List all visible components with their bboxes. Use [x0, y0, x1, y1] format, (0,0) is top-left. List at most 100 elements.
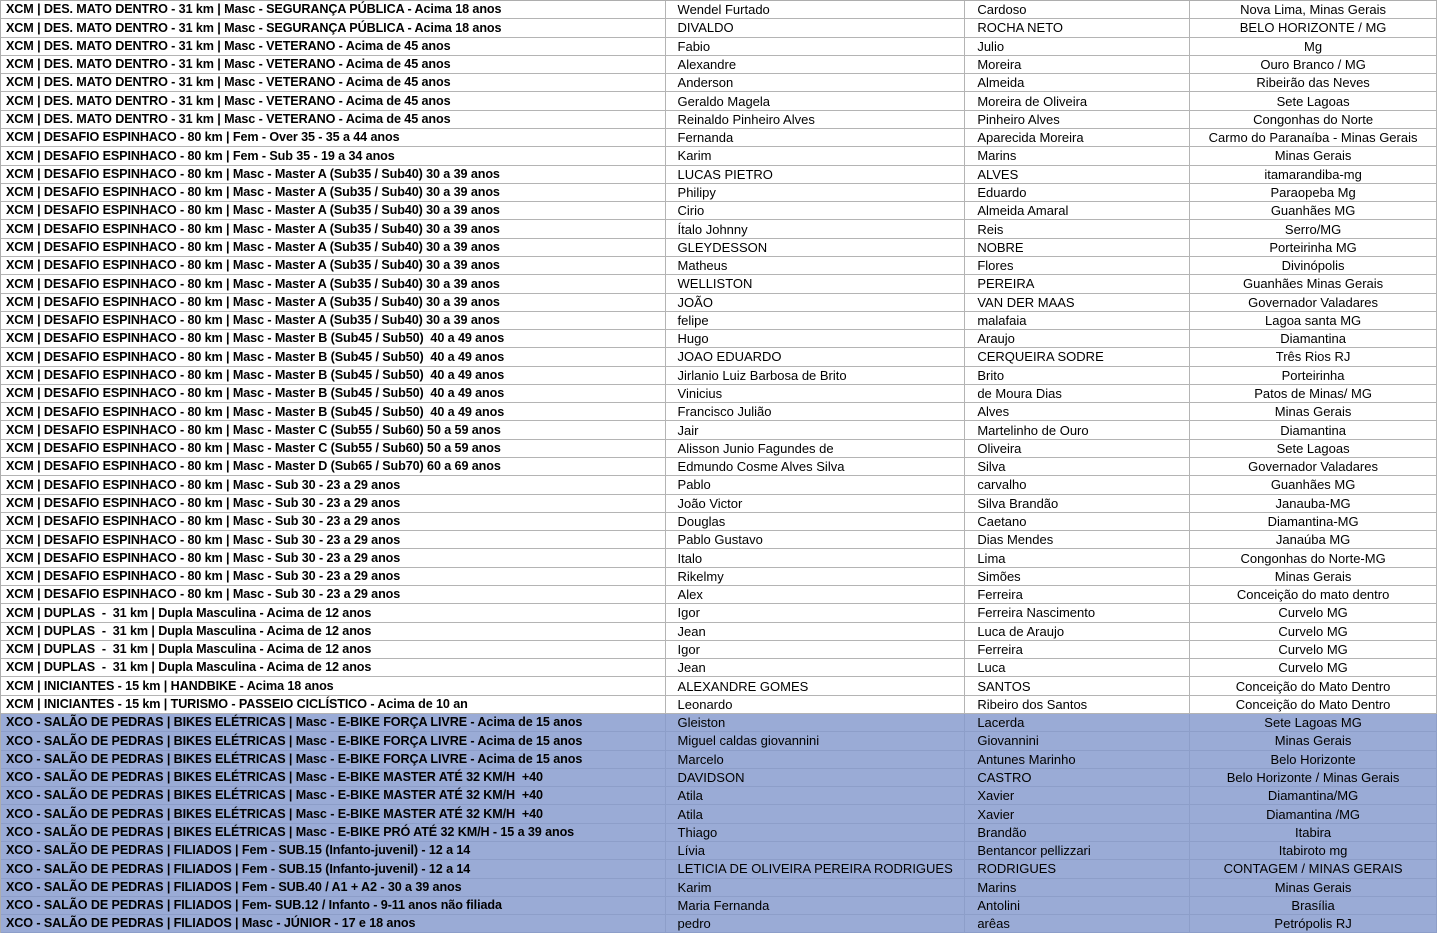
first-name-cell[interactable]: Karim	[665, 878, 966, 897]
last-name-cell[interactable]: Antolini	[965, 896, 1191, 916]
city-cell[interactable]: Sete Lagoas	[1190, 92, 1437, 111]
category-cell[interactable]: XCM | DES. MATO DENTRO - 31 km | Masc - …	[1, 110, 666, 129]
first-name-cell[interactable]: Thiago	[665, 823, 966, 842]
category-cell[interactable]: XCO - SALÃO DE PEDRAS | FILIADOS | Fem -…	[1, 878, 666, 897]
category-cell[interactable]: XCO - SALÃO DE PEDRAS | BIKES ELÉTRICAS …	[1, 787, 666, 806]
first-name-cell[interactable]: Atila	[665, 805, 966, 824]
last-name-cell[interactable]: Dias Mendes	[965, 531, 1191, 550]
last-name-cell[interactable]: Reis	[965, 220, 1191, 239]
category-cell[interactable]: XCM | DESAFIO ESPINHACO - 80 km | Masc -…	[1, 366, 666, 385]
last-name-cell[interactable]: SANTOS	[965, 677, 1191, 696]
category-cell[interactable]: XCO - SALÃO DE PEDRAS | FILIADOS | Fem- …	[1, 896, 666, 916]
last-name-cell[interactable]: Ferreira Nascimento	[965, 604, 1191, 623]
first-name-cell[interactable]: Karim	[665, 147, 966, 166]
first-name-cell[interactable]: LETICIA DE OLIVEIRA PEREIRA RODRIGUES	[665, 860, 966, 879]
last-name-cell[interactable]: arêas	[965, 915, 1191, 933]
category-cell[interactable]: XCM | DESAFIO ESPINHACO - 80 km | Masc -…	[1, 238, 666, 257]
first-name-cell[interactable]: DAVIDSON	[665, 768, 966, 788]
city-cell[interactable]: Conceição do Mato Dentro	[1190, 695, 1437, 714]
last-name-cell[interactable]: Pinheiro Alves	[965, 110, 1191, 129]
last-name-cell[interactable]: Brandão	[965, 823, 1191, 842]
category-cell[interactable]: XCM | DESAFIO ESPINHACO - 80 km | Masc -…	[1, 476, 666, 495]
first-name-cell[interactable]: Anderson	[665, 74, 966, 93]
city-cell[interactable]: Curvelo MG	[1190, 659, 1437, 678]
city-cell[interactable]: Sete Lagoas	[1190, 439, 1437, 459]
first-name-cell[interactable]: Philipy	[665, 183, 966, 203]
city-cell[interactable]: Congonhas do Norte	[1190, 110, 1437, 129]
first-name-cell[interactable]: Gleiston	[665, 713, 966, 733]
city-cell[interactable]: Diamantina	[1190, 330, 1437, 349]
last-name-cell[interactable]: de Moura Dias	[965, 384, 1191, 404]
first-name-cell[interactable]: Jean	[665, 622, 966, 641]
city-cell[interactable]: CONTAGEM / MINAS GERAIS	[1190, 860, 1437, 879]
first-name-cell[interactable]: Alexandre	[665, 55, 966, 75]
last-name-cell[interactable]: malafaia	[965, 311, 1191, 331]
last-name-cell[interactable]: Xavier	[965, 805, 1191, 824]
category-cell[interactable]: XCM | DES. MATO DENTRO - 31 km | Masc - …	[1, 92, 666, 111]
city-cell[interactable]: Ribeirão das Neves	[1190, 74, 1437, 93]
city-cell[interactable]: Petrópolis RJ	[1190, 915, 1437, 933]
first-name-cell[interactable]: Ítalo Johnny	[665, 220, 966, 239]
category-cell[interactable]: XCM | INICIANTES - 15 km | TURISMO - PAS…	[1, 695, 666, 714]
category-cell[interactable]: XCM | DESAFIO ESPINHACO - 80 km | Fem - …	[1, 147, 666, 166]
last-name-cell[interactable]: carvalho	[965, 476, 1191, 495]
city-cell[interactable]: Porteirinha	[1190, 366, 1437, 385]
category-cell[interactable]: XCM | DESAFIO ESPINHACO - 80 km | Masc -…	[1, 183, 666, 203]
first-name-cell[interactable]: Jair	[665, 421, 966, 440]
category-cell[interactable]: XCM | DUPLAS - 31 km | Dupla Masculina -…	[1, 659, 666, 678]
city-cell[interactable]: Diamantina /MG	[1190, 805, 1437, 824]
city-cell[interactable]: Carmo do Paranaíba - Minas Gerais	[1190, 128, 1437, 148]
last-name-cell[interactable]: Bentancor pellizzari	[965, 841, 1191, 861]
city-cell[interactable]: Minas Gerais	[1190, 567, 1437, 586]
last-name-cell[interactable]: VAN DER MAAS	[965, 293, 1191, 312]
first-name-cell[interactable]: Reinaldo Pinheiro Alves	[665, 110, 966, 129]
city-cell[interactable]: BELO HORIZONTE / MG	[1190, 19, 1437, 38]
last-name-cell[interactable]: Antunes Marinho	[965, 750, 1191, 769]
city-cell[interactable]: itamarandiba-mg	[1190, 165, 1437, 184]
city-cell[interactable]: Guanhães MG	[1190, 202, 1437, 221]
last-name-cell[interactable]: Almeida	[965, 74, 1191, 93]
first-name-cell[interactable]: Edmundo Cosme Alves Silva	[665, 458, 966, 477]
last-name-cell[interactable]: Marins	[965, 878, 1191, 897]
city-cell[interactable]: Governador Valadares	[1190, 293, 1437, 312]
category-cell[interactable]: XCM | DESAFIO ESPINHACO - 80 km | Masc -…	[1, 439, 666, 459]
category-cell[interactable]: XCM | DES. MATO DENTRO - 31 km | Masc - …	[1, 1, 666, 20]
category-cell[interactable]: XCM | DUPLAS - 31 km | Dupla Masculina -…	[1, 604, 666, 623]
last-name-cell[interactable]: Luca	[965, 659, 1191, 678]
city-cell[interactable]: Diamantina-MG	[1190, 512, 1437, 532]
first-name-cell[interactable]: João Victor	[665, 494, 966, 513]
category-cell[interactable]: XCM | DESAFIO ESPINHACO - 80 km | Masc -…	[1, 384, 666, 404]
first-name-cell[interactable]: Wendel Furtado	[665, 1, 966, 20]
category-cell[interactable]: XCM | DESAFIO ESPINHACO - 80 km | Masc -…	[1, 421, 666, 440]
city-cell[interactable]: Sete Lagoas MG	[1190, 713, 1437, 733]
city-cell[interactable]: Belo Horizonte	[1190, 750, 1437, 769]
first-name-cell[interactable]: Hugo	[665, 330, 966, 349]
category-cell[interactable]: XCM | DESAFIO ESPINHACO - 80 km | Masc -…	[1, 311, 666, 331]
last-name-cell[interactable]: Lacerda	[965, 713, 1191, 733]
last-name-cell[interactable]: Almeida Amaral	[965, 202, 1191, 221]
last-name-cell[interactable]: Eduardo	[965, 183, 1191, 203]
category-cell[interactable]: XCO - SALÃO DE PEDRAS | FILIADOS | Fem -…	[1, 841, 666, 861]
first-name-cell[interactable]: Alisson Junio Fagundes de	[665, 439, 966, 459]
city-cell[interactable]: Curvelo MG	[1190, 622, 1437, 641]
category-cell[interactable]: XCM | DESAFIO ESPINHACO - 80 km | Masc -…	[1, 202, 666, 221]
category-cell[interactable]: XCO - SALÃO DE PEDRAS | FILIADOS | Fem -…	[1, 860, 666, 879]
last-name-cell[interactable]: Silva Brandão	[965, 494, 1191, 513]
first-name-cell[interactable]: JOÃO	[665, 293, 966, 312]
city-cell[interactable]: Patos de Minas/ MG	[1190, 384, 1437, 404]
city-cell[interactable]: Divinópolis	[1190, 256, 1437, 276]
first-name-cell[interactable]: Lívia	[665, 841, 966, 861]
city-cell[interactable]: Ouro Branco / MG	[1190, 55, 1437, 75]
last-name-cell[interactable]: Giovannini	[965, 732, 1191, 751]
category-cell[interactable]: XCO - SALÃO DE PEDRAS | BIKES ELÉTRICAS …	[1, 750, 666, 769]
category-cell[interactable]: XCM | DESAFIO ESPINHACO - 80 km | Masc -…	[1, 549, 666, 568]
category-cell[interactable]: XCM | DES. MATO DENTRO - 31 km | Masc - …	[1, 19, 666, 38]
first-name-cell[interactable]: Vinicius	[665, 384, 966, 404]
city-cell[interactable]: Serro/MG	[1190, 220, 1437, 239]
city-cell[interactable]: Governador Valadares	[1190, 458, 1437, 477]
first-name-cell[interactable]: Jean	[665, 659, 966, 678]
last-name-cell[interactable]: Oliveira	[965, 439, 1191, 459]
category-cell[interactable]: XCO - SALÃO DE PEDRAS | BIKES ELÉTRICAS …	[1, 805, 666, 824]
city-cell[interactable]: Minas Gerais	[1190, 147, 1437, 166]
first-name-cell[interactable]: Miguel caldas giovannini	[665, 732, 966, 751]
